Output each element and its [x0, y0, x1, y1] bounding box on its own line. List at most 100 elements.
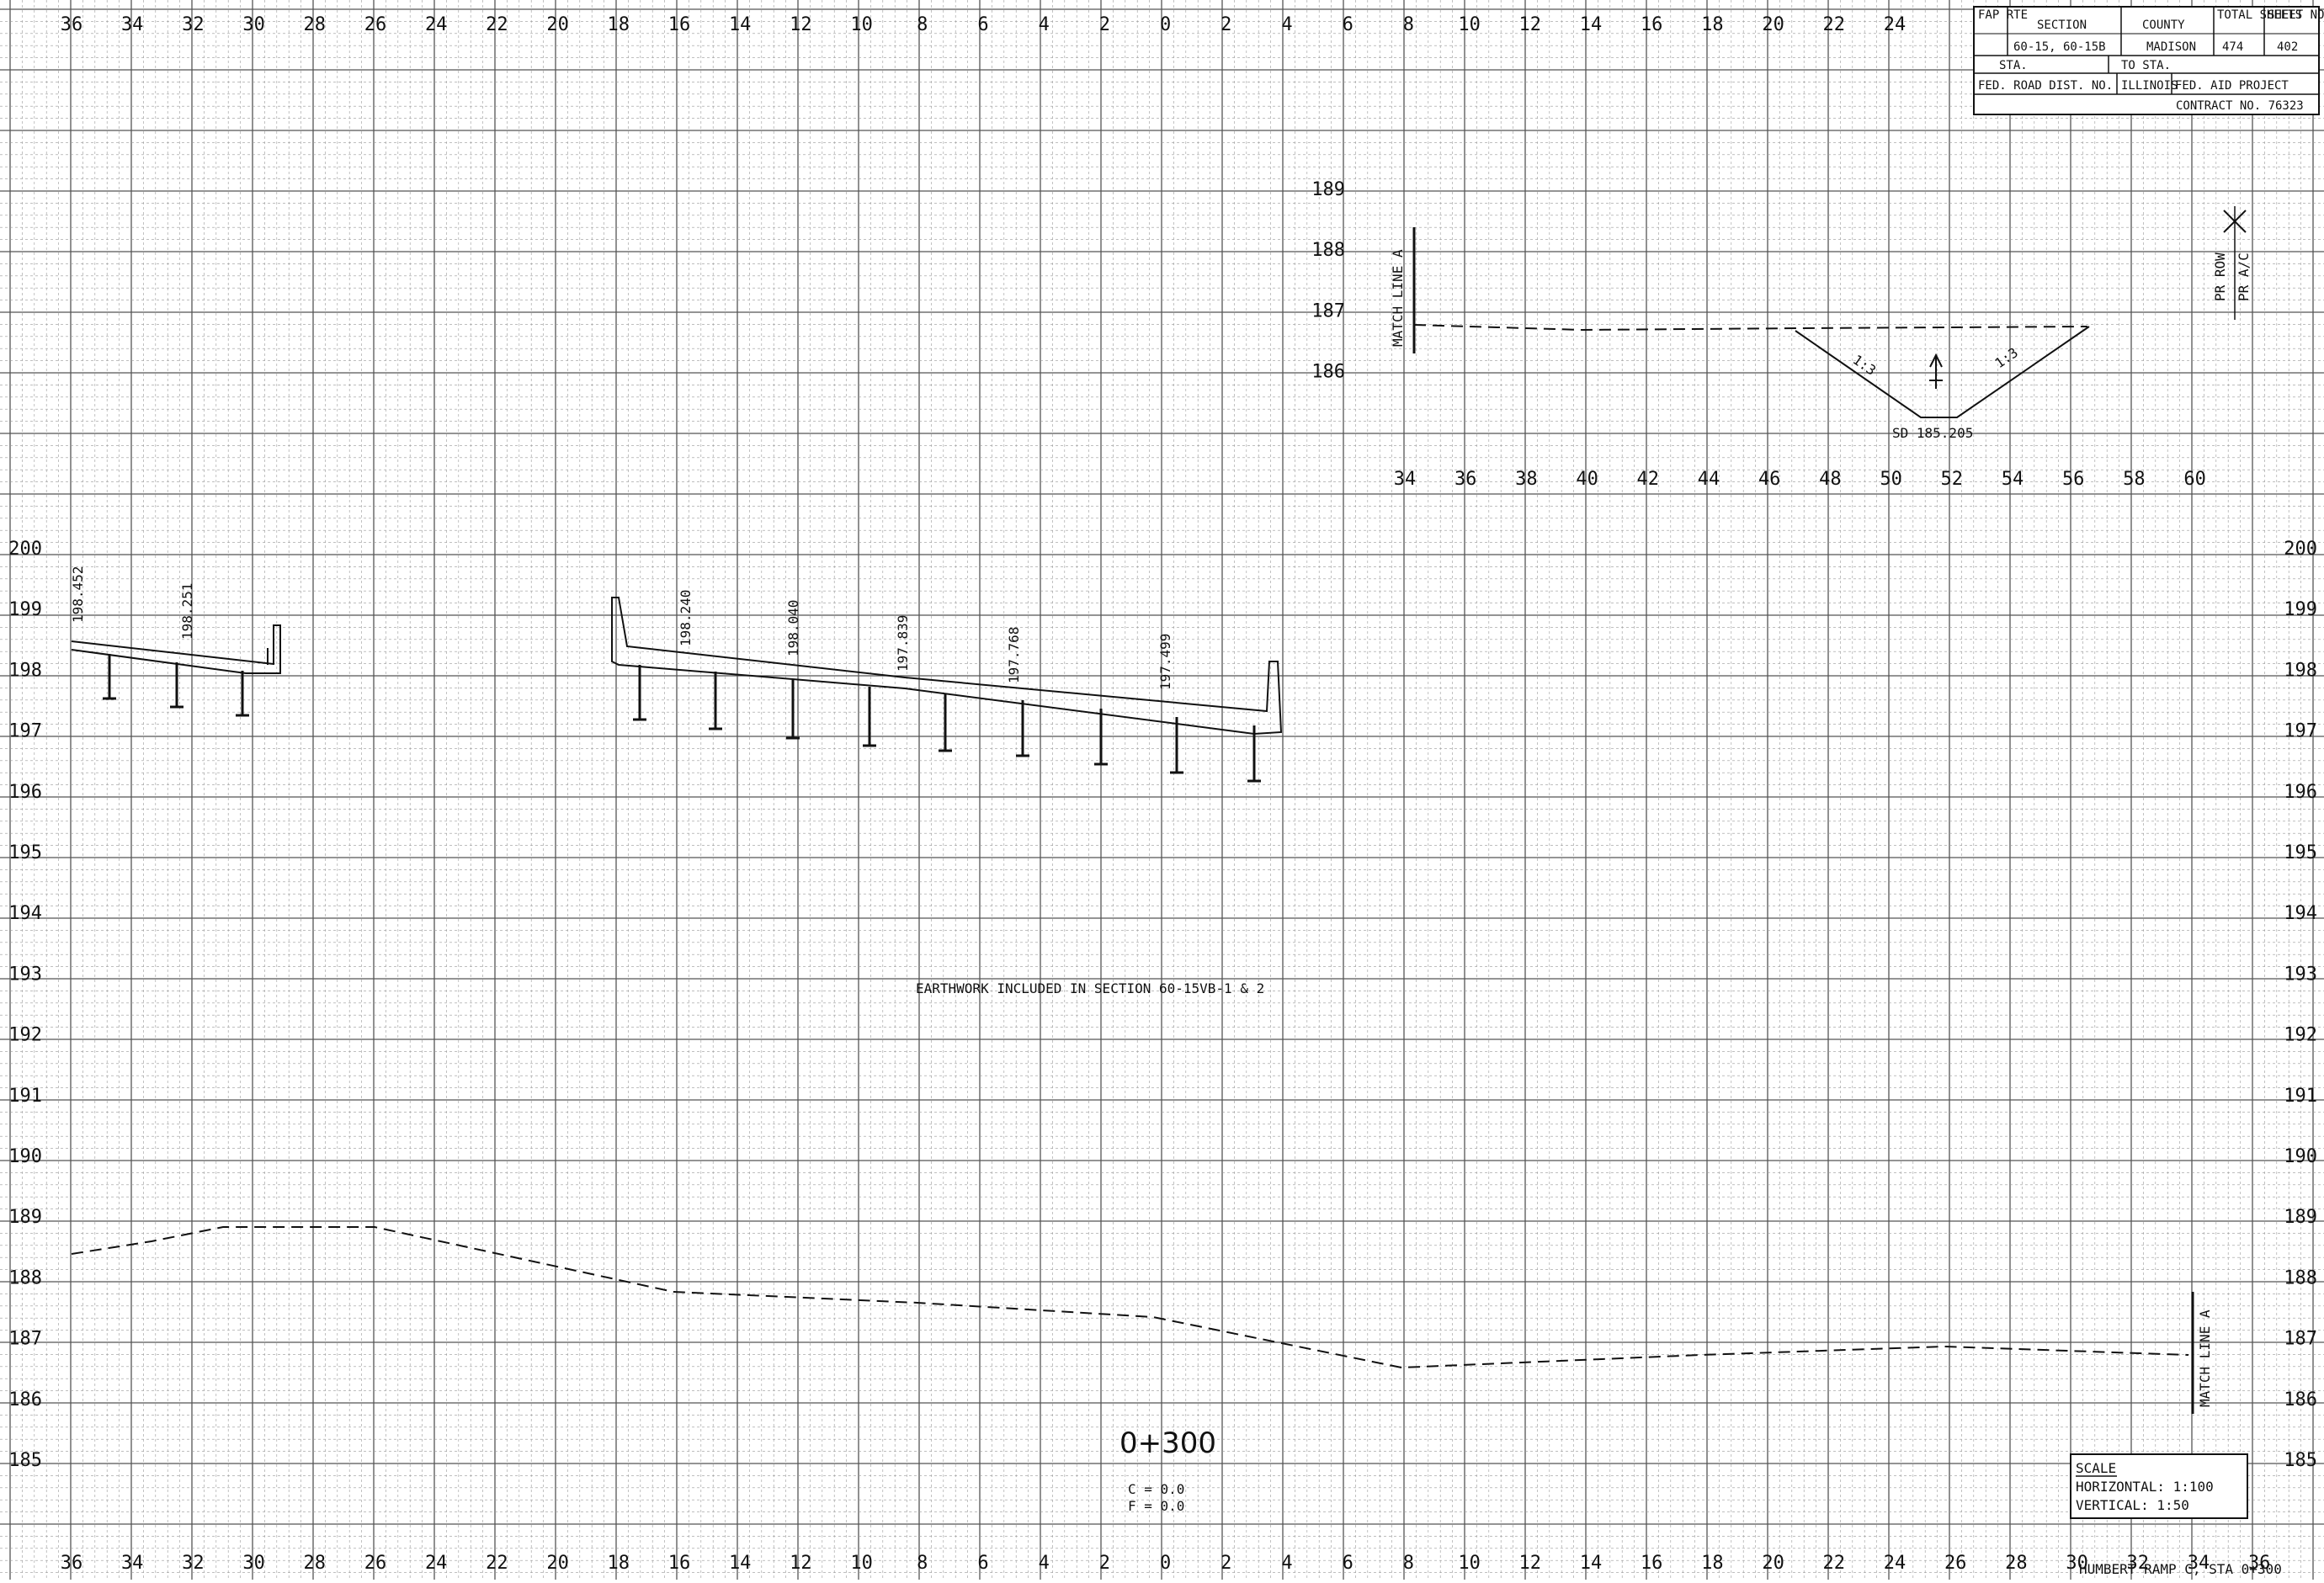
axis-tick-label: 4: [1281, 14, 1292, 35]
axis-tick-label: 18: [608, 1553, 630, 1574]
axis-tick-label: 186: [8, 1389, 42, 1410]
main-bridge-deck: 198.240 198.040 197.839 197.768 197.499: [611, 590, 1283, 783]
axis-tick-label: 199: [8, 599, 42, 620]
row-labels: PR ROW PR A/C: [2212, 206, 2252, 320]
axis-tick-label: 12: [790, 1553, 812, 1574]
earthwork-note: EARTHWORK INCLUDED IN SECTION 60-15VB-1 …: [916, 980, 1264, 996]
axis-tick-label: 193: [8, 964, 42, 985]
axis-tick-label: 28: [304, 1553, 327, 1574]
axis-tick-label: 6: [1343, 14, 1353, 35]
pr-ac-label: PR A/C: [2236, 252, 2252, 301]
axis-tick-label: 12: [1519, 1553, 1542, 1574]
axis-tick-label: 28: [2005, 1553, 2028, 1574]
axis-tick-label: 199: [2284, 599, 2317, 620]
inset-existing-ground: [1413, 324, 2088, 332]
axis-tick-label: 187: [2284, 1329, 2317, 1350]
axis-tick-label: 48: [1819, 469, 1842, 490]
axis-tick-label: 191: [2284, 1086, 2317, 1107]
axis-tick-label: 4: [1039, 14, 1050, 35]
tb-sheet-no-label: SHEET NO.: [2268, 8, 2324, 22]
left-bridge-deck: 198.452 198.251: [70, 566, 281, 717]
axis-tick-label: 52: [1941, 469, 1964, 490]
axis-tick-label: 200: [2284, 539, 2317, 560]
axis-tick-label: 22: [486, 14, 508, 35]
axis-tick-label: 189: [8, 1207, 42, 1228]
axis-tick-label: 195: [8, 842, 42, 863]
axis-tick-label: 189: [2284, 1207, 2317, 1228]
axis-tick-label: 18: [1701, 1553, 1724, 1574]
axis-tick-label: 46: [1758, 469, 1781, 490]
axis-tick-label: 22: [1823, 1553, 1846, 1574]
axis-tick-label: 188: [1311, 240, 1345, 261]
station-fill: F = 0.0: [1128, 1498, 1184, 1514]
axis-tick-label: 6: [977, 1553, 988, 1574]
elev-198-251: 198.251: [179, 583, 195, 640]
elev-197-768: 197.768: [1006, 627, 1022, 683]
pr-row-label: PR ROW: [2212, 252, 2228, 301]
inset-sd-label: SD 185.205: [1892, 425, 1973, 441]
axis-tick-label: 34: [121, 1553, 144, 1574]
axis-tick-label: 26: [364, 14, 387, 35]
scale-title: SCALE: [2076, 1460, 2116, 1476]
axis-tick-label: 36: [2248, 1553, 2271, 1574]
axis-tick-label: 4: [1281, 1553, 1292, 1574]
tb-fed-aid-label: FED. AID PROJECT: [2175, 79, 2289, 93]
axis-tick-label: 198: [2284, 660, 2317, 681]
axis-tick-label: 0: [1160, 1553, 1171, 1574]
axis-tick-label: 188: [2284, 1267, 2317, 1288]
axis-tick-label: 186: [1311, 362, 1345, 383]
tb-fed-road-label: FED. ROAD DIST. NO.: [1978, 79, 2113, 93]
inset-ditch-section: MATCH LINE A 1:3 1:3 SD 185.205: [1390, 227, 2090, 441]
axis-tick-label: 58: [2123, 469, 2146, 490]
station-label: 0+300: [1119, 1426, 1216, 1460]
axis-tick-label: 186: [2284, 1389, 2317, 1410]
axis-tick-label: 60: [2183, 469, 2206, 490]
axis-tick-label: 0: [1160, 14, 1171, 35]
axis-tick-label: 185: [2284, 1450, 2317, 1471]
axis-tick-label: 50: [1880, 469, 1902, 490]
axis-tick-label: 192: [8, 1025, 42, 1046]
axis-tick-label: 26: [364, 1553, 387, 1574]
top-station-axis: 36 34 32 30 28 26 24 22 20 18 16 14 12 10 8 6 4 2 0 2 4 6 8 10 1…: [61, 14, 1907, 35]
axis-tick-label: 200: [8, 539, 42, 560]
axis-tick-label: 16: [1641, 1553, 1663, 1574]
axis-tick-label: 8: [1403, 14, 1414, 35]
axis-tick-label: 54: [2002, 469, 2024, 490]
axis-tick-label: 20: [546, 14, 569, 35]
axis-tick-label: 16: [668, 14, 691, 35]
elevation-axis-left: 200 199 198 197 196 195 194 193 192 191 190 189 188 1…: [8, 539, 42, 1471]
match-line-main: MATCH LINE A: [2191, 1292, 2213, 1414]
tb-contract-label: CONTRACT NO. 76323: [2176, 99, 2304, 113]
inset-slope-left: 1:3: [1850, 352, 1880, 379]
sheet-footer: HUMBERT RAMP C, STA 0+300: [2079, 1561, 2282, 1577]
main-deck-outline: [611, 597, 1283, 736]
axis-tick-label: 42: [1637, 469, 1660, 490]
axis-tick-label: 193: [2284, 964, 2317, 985]
axis-tick-label: 190: [8, 1146, 42, 1167]
axis-tick-label: 20: [1762, 1553, 1784, 1574]
existing-ground-line: [71, 1226, 2189, 1369]
elevation-axis-right: 200 199 198 197 196 195 194 193 192 191 190 189 188 1…: [2284, 539, 2317, 1471]
axis-tick-label: 28: [304, 14, 327, 35]
axis-tick-label: 187: [1311, 300, 1345, 321]
axis-tick-label: 2: [1099, 1553, 1110, 1574]
tb-sheet-no-value: 402: [2277, 40, 2298, 54]
tb-total-sheets-value: 474: [2222, 40, 2243, 54]
tb-section-value: 60-15, 60-15B: [2013, 40, 2106, 54]
inset-ditch-profile: [1795, 326, 2090, 418]
tb-sta-label: STA.: [1999, 59, 2028, 72]
axis-tick-label: 32: [182, 14, 205, 35]
axis-tick-label: 34: [1394, 469, 1417, 490]
axis-tick-label: 189: [1311, 179, 1345, 200]
axis-tick-label: 197: [8, 721, 42, 742]
axis-tick-label: 30: [242, 14, 265, 35]
axis-tick-label: 8: [1403, 1553, 1414, 1574]
elev-198-040: 198.040: [785, 600, 801, 656]
axis-tick-label: 194: [8, 903, 42, 924]
axis-tick-label: 34: [2188, 1553, 2210, 1574]
elev-197-839: 197.839: [895, 615, 911, 672]
scale-horizontal: HORIZONTAL: 1:100: [2076, 1479, 2214, 1495]
match-line-main-label: MATCH LINE A: [2197, 1309, 2213, 1407]
elev-198-240: 198.240: [678, 590, 694, 646]
